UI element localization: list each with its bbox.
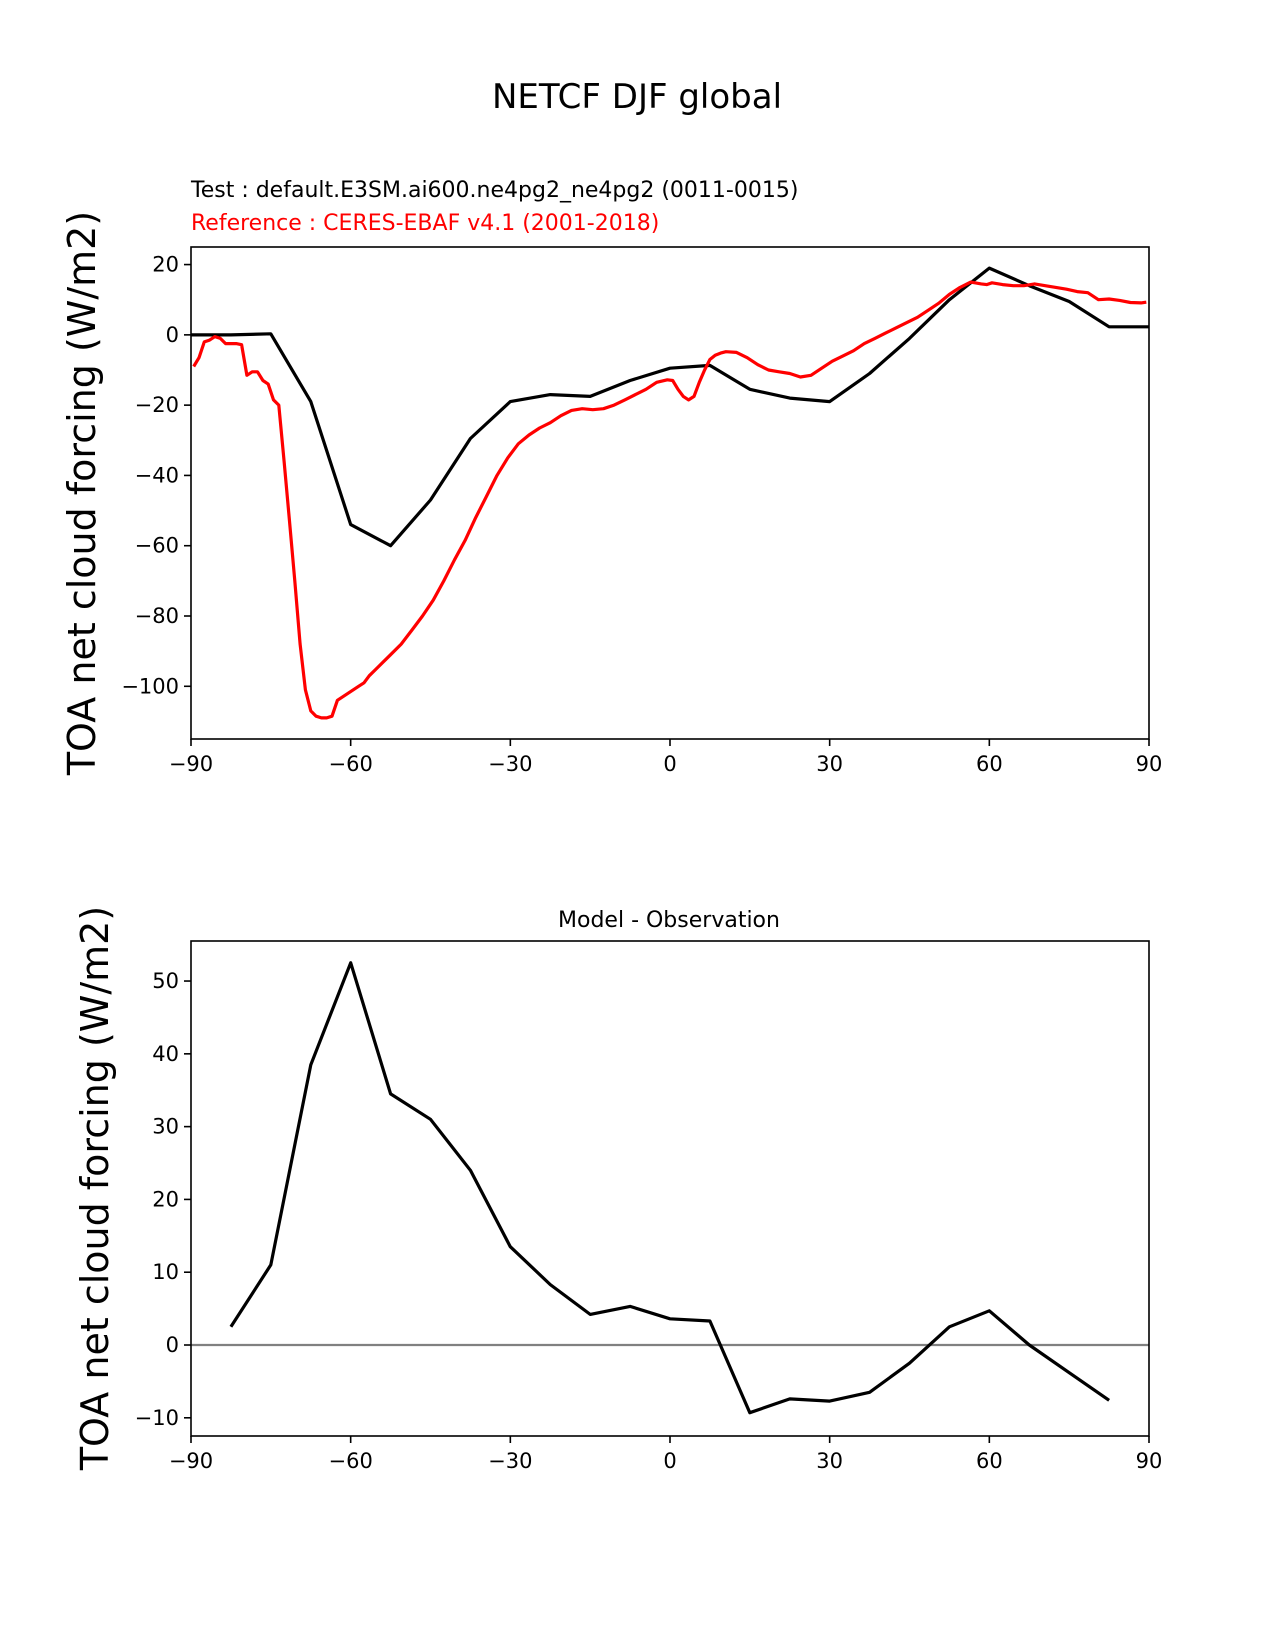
bottom-x-tick-label: 30 [816,1449,843,1473]
bottom-y-tick-label: 10 [152,1260,179,1284]
bottom-x-tick-label: −30 [488,1449,532,1473]
bottom-plot-frame [190,940,1150,1437]
bottom-x-tick-label: 60 [976,1449,1003,1473]
top-y-tick-label: 0 [166,323,179,347]
top-x-tick-label: −90 [169,752,213,776]
bottom-y-tick-label: 50 [152,969,179,993]
bottom-y-tick-label: 30 [152,1115,179,1139]
top-series-test [191,266,1149,548]
top-x-tick-label: −60 [329,752,373,776]
top-y-axis-label: TOA net cloud forcing (W/m2) [60,211,104,776]
bottom-x-tick-label: −90 [169,1449,213,1473]
top-x-tick-label: 90 [1136,752,1163,776]
top-x-tick-label: 60 [976,752,1003,776]
top-series-reference [192,280,1147,720]
top-y-tick-label: 20 [152,253,179,277]
bottom-x-tick-label: −60 [329,1449,373,1473]
bottom-y-tick-label: 40 [152,1042,179,1066]
top-x-tick-label: 0 [663,752,676,776]
bottom-panel: Model - Observation TOA net cloud forcin… [73,906,1162,1473]
top-plot-frame [190,246,1150,740]
bottom-x-tick-label: 90 [1136,1449,1163,1473]
top-y-tick-label: −20 [135,393,179,417]
top-panel: Test : default.E3SM.ai600.ne4pg2_ne4pg2 … [60,178,1162,776]
figure-title: NETCF DJF global [492,77,782,117]
bottom-y-tick-label: 0 [166,1333,179,1357]
bottom-axes: −90 −60 −30 0 30 60 90 −10 0 10 20 30 40 50 [135,969,1163,1473]
top-x-tick-label: 30 [816,752,843,776]
bottom-y-tick-label: −10 [135,1406,179,1430]
difference-title: Model - Observation [558,908,780,933]
top-y-tick-label: −100 [121,674,179,698]
bottom-x-tick-label: 0 [663,1449,676,1473]
top-x-tick-label: −30 [488,752,532,776]
top-y-tick-label: −80 [135,604,179,628]
bottom-y-axis-label: TOA net cloud forcing (W/m2) [73,906,117,1471]
bottom-y-tick-label: 20 [152,1187,179,1211]
top-axes: −90 −60 −30 0 30 60 90 −100 −80 −60 −40 −20 0 20 [121,253,1162,776]
top-series-group [191,266,1149,720]
reference-label: Reference : CERES-EBAF v4.1 (2001-2018) [191,211,659,236]
test-label: Test : default.E3SM.ai600.ne4pg2_ne4pg2 … [190,178,798,203]
bottom-series-group [191,961,1149,1415]
bottom-series-difference [229,961,1111,1415]
top-y-tick-label: −40 [135,463,179,487]
top-y-tick-label: −60 [135,534,179,558]
